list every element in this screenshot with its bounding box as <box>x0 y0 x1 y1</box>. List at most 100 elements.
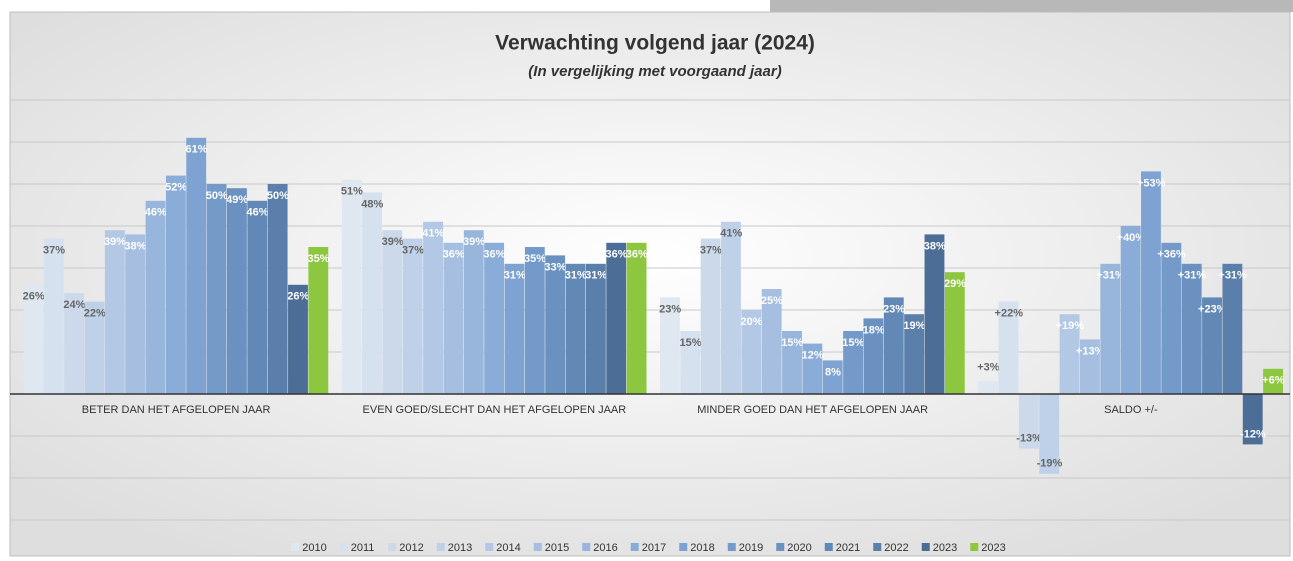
data-label: -13% <box>1016 433 1042 445</box>
legend-label: 2023 <box>933 542 957 554</box>
bar <box>423 221 443 394</box>
bar <box>504 263 525 394</box>
data-label: +53% <box>1137 177 1166 189</box>
data-label: 50% <box>206 190 228 202</box>
data-label: +31% <box>1218 270 1247 282</box>
chart-subtitle: (In vergelijking met voorgaand jaar) <box>528 63 781 80</box>
bar <box>382 230 403 394</box>
data-label: 19% <box>903 320 925 332</box>
data-label: 15% <box>781 337 803 349</box>
bar <box>1161 242 1182 394</box>
legend-label: 2019 <box>739 542 763 554</box>
data-label: 37% <box>700 245 722 257</box>
bar <box>165 175 186 394</box>
legend-swatch <box>582 543 591 551</box>
bar <box>362 192 382 394</box>
bar <box>104 230 125 394</box>
bar <box>680 331 701 394</box>
data-label: 61% <box>185 144 207 156</box>
legend-label: 2015 <box>545 542 569 554</box>
bar <box>23 284 44 394</box>
bar <box>463 230 484 394</box>
data-label: 41% <box>422 228 444 240</box>
legend-swatch <box>970 543 979 551</box>
data-label: +23% <box>1198 303 1227 315</box>
data-label: +3% <box>977 361 1000 373</box>
x-tick-label: EVEN GOED/SLECHT DAN HET AFGELOPEN JAAR <box>363 404 627 416</box>
bar <box>443 242 464 394</box>
data-label: 25% <box>761 295 783 307</box>
bar <box>1039 394 1060 474</box>
bar <box>998 301 1019 394</box>
window-bar <box>770 0 1293 12</box>
bar <box>606 242 627 394</box>
data-label: -19% <box>1037 458 1063 470</box>
bar <box>84 301 105 394</box>
bar <box>1242 394 1263 445</box>
data-label: 39% <box>382 236 404 248</box>
bar <box>761 289 782 394</box>
bar <box>247 200 268 394</box>
bar <box>565 263 586 394</box>
bar <box>524 247 545 394</box>
bar <box>64 293 85 394</box>
data-label: 31% <box>585 270 607 282</box>
data-label: 52% <box>165 182 187 194</box>
legend-swatch <box>921 543 930 551</box>
legend-swatch <box>291 543 300 551</box>
bar <box>1222 263 1243 394</box>
bar <box>863 318 884 394</box>
data-label: 37% <box>402 245 424 257</box>
data-label: +13% <box>1076 345 1105 357</box>
data-label: 12% <box>802 350 824 362</box>
data-label: 8% <box>825 366 841 378</box>
legend-label: 2022 <box>884 542 908 554</box>
bar <box>883 297 904 394</box>
data-label: 39% <box>463 236 485 248</box>
data-label: +6% <box>1262 375 1285 387</box>
x-tick-label: MINDER GOED DAN HET AFGELOPEN JAAR <box>697 404 928 416</box>
legend-swatch <box>776 543 785 551</box>
data-label: +22% <box>995 308 1024 320</box>
bar <box>660 297 680 394</box>
bar <box>1263 368 1283 394</box>
bar <box>700 238 721 394</box>
bar <box>924 234 945 394</box>
bar <box>843 331 863 394</box>
legend-swatch <box>630 543 639 551</box>
data-label: 38% <box>924 240 946 252</box>
data-label: 38% <box>124 240 146 252</box>
data-label: 22% <box>84 308 106 320</box>
legend-label: 2014 <box>496 542 520 554</box>
bar <box>822 360 843 394</box>
bar <box>484 242 505 394</box>
bar <box>43 238 64 394</box>
data-label: 36% <box>443 249 465 261</box>
legend-swatch <box>727 543 736 551</box>
legend-label: 2023 <box>981 542 1005 554</box>
bar <box>341 179 362 394</box>
data-label: 15% <box>842 337 864 349</box>
bar <box>125 234 146 394</box>
legend-swatch <box>873 543 882 551</box>
bar <box>585 263 606 394</box>
data-label: 46% <box>145 207 167 219</box>
data-label: 31% <box>565 270 587 282</box>
bar <box>545 255 566 394</box>
bar <box>1018 394 1039 449</box>
legend-label: 2013 <box>448 542 472 554</box>
data-label: 49% <box>226 194 248 206</box>
bar <box>1181 263 1202 394</box>
data-label: +31% <box>1096 270 1125 282</box>
data-label: 24% <box>63 299 85 311</box>
bar <box>741 310 762 394</box>
data-label: 29% <box>944 278 966 290</box>
data-label: +36% <box>1157 249 1186 261</box>
legend-label: 2016 <box>593 542 617 554</box>
bar <box>186 137 207 395</box>
bar <box>1059 314 1080 394</box>
data-label: +31% <box>1178 270 1207 282</box>
bar <box>626 242 647 394</box>
data-label: 15% <box>680 337 702 349</box>
legend-label: 2017 <box>642 542 666 554</box>
